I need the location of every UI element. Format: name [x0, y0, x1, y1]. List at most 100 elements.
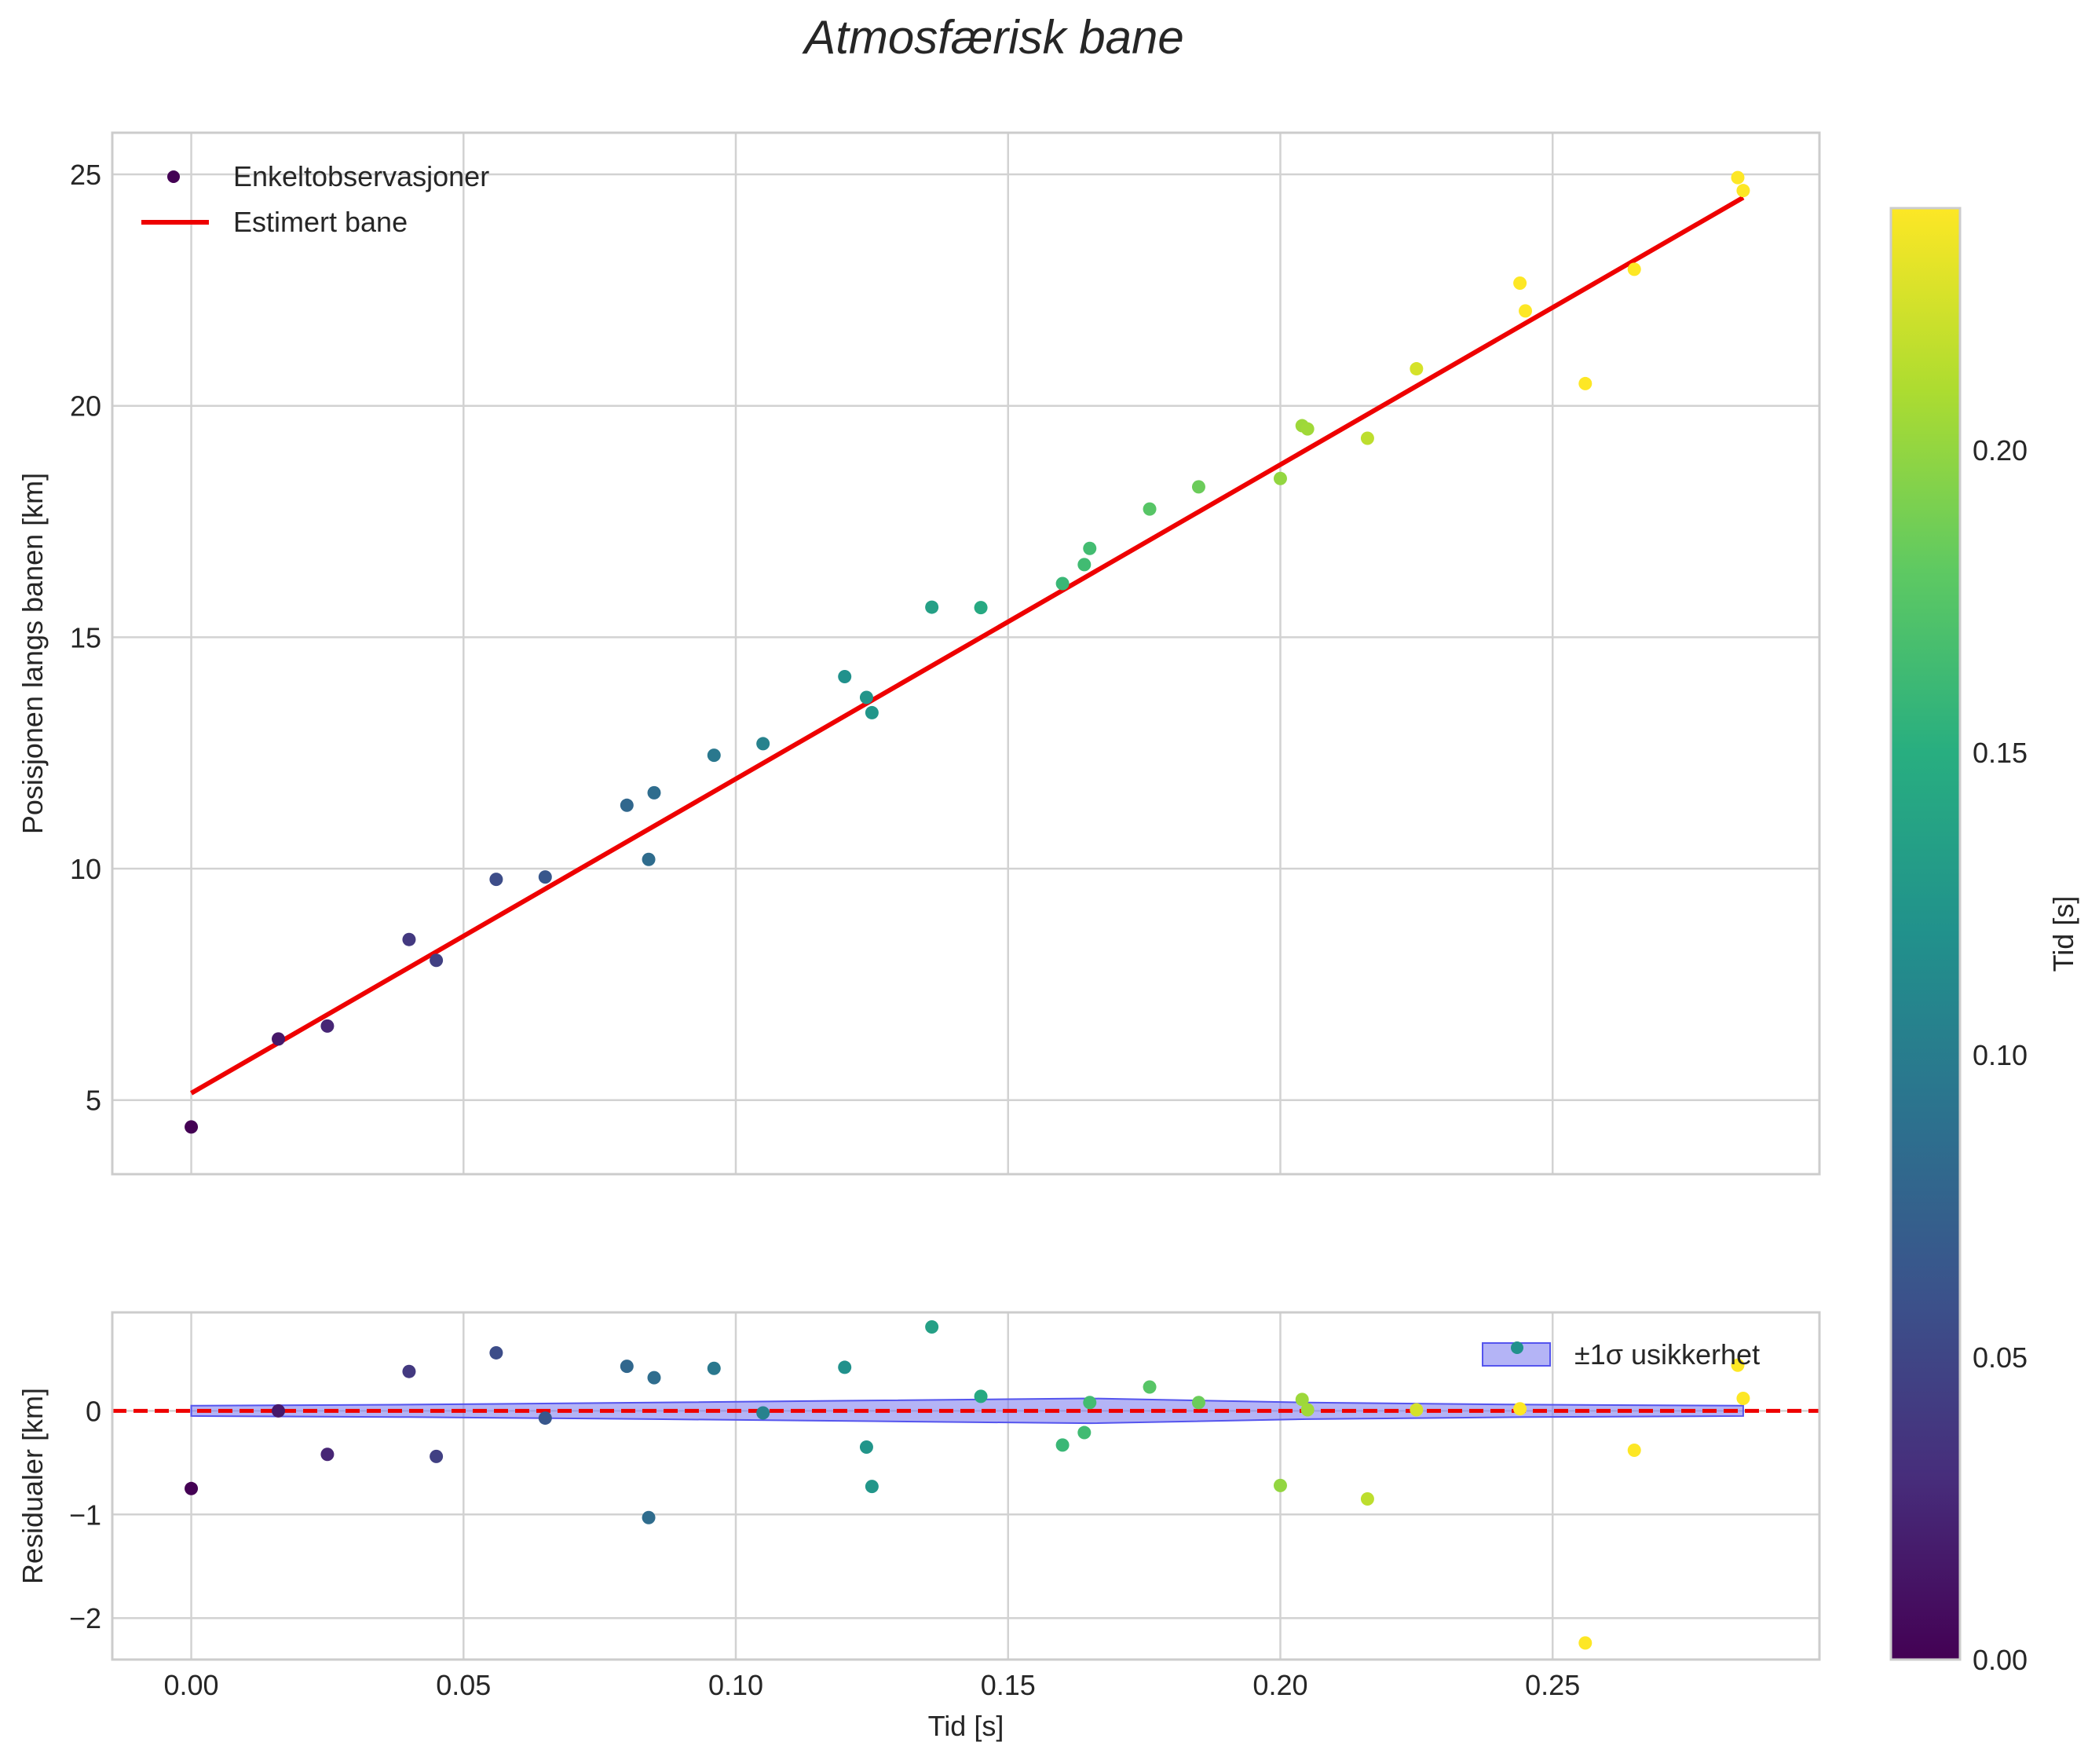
top-y-tick-label: 5: [86, 1085, 101, 1117]
chart-title: Atmosfærisk bane: [802, 11, 1184, 64]
top-panel-frame: [111, 131, 1821, 1176]
observation-point: [1273, 471, 1287, 485]
estimated-trajectory-line: [190, 195, 1745, 1096]
residual-point: [1736, 1392, 1750, 1406]
legend-band-point-marker: [1511, 1341, 1523, 1354]
residual-point: [1083, 1396, 1097, 1410]
residual-point: [620, 1360, 634, 1374]
observation-point: [1143, 502, 1157, 516]
residual-point: [707, 1361, 721, 1375]
colorbar-tick-label: 0.05: [1973, 1341, 2028, 1374]
bottom-panel-frame: [111, 1311, 1821, 1661]
observation-point: [1300, 422, 1315, 436]
residual-point: [1627, 1443, 1641, 1457]
observation-point: [1731, 170, 1745, 185]
observation-point: [620, 798, 634, 812]
residual-point: [1077, 1425, 1092, 1440]
x-tick-label: 0.05: [436, 1669, 491, 1701]
top-points-layer: [185, 170, 1750, 1134]
legend-line-label: Estimert bane: [233, 206, 408, 238]
observation-point: [1513, 276, 1527, 291]
colorbar-tick-labels: 0.00 0.05 0.10 0.15 0.20: [1973, 434, 2028, 1676]
x-tick-label: 0.00: [164, 1669, 219, 1701]
residual-point: [925, 1319, 939, 1334]
residual-point: [185, 1481, 199, 1495]
residual-point: [489, 1345, 503, 1360]
residual-point: [1273, 1478, 1287, 1492]
bottom-y-axis-label: Residualer [km]: [16, 1388, 49, 1584]
x-tick-label: 0.25: [1525, 1669, 1580, 1701]
residual-point: [1360, 1491, 1374, 1506]
colorbar: 0.00 0.05 0.10 0.15 0.20 Tid [s]: [1889, 207, 2079, 1676]
residual-point: [1143, 1380, 1157, 1394]
residual-point: [272, 1404, 286, 1418]
observation-point: [1578, 376, 1593, 390]
observation-point: [1077, 558, 1092, 572]
bottom-y-tick-labels: −2 −1 0: [69, 1395, 101, 1634]
residual-point: [1410, 1403, 1424, 1417]
legend-scatter-label: Enkeltobservasjoner: [233, 160, 489, 192]
residual-point: [642, 1510, 656, 1524]
observation-point: [707, 748, 721, 763]
top-gridlines: [112, 133, 1819, 1174]
colorbar-label: Tid [s]: [2047, 896, 2079, 972]
observation-point: [1736, 184, 1750, 198]
bottom-panel: −2 −1 0 0.00 0.05 0.10 0.15 0.20 0.25 Residuale…: [16, 1311, 1821, 1742]
residual-point: [1295, 1393, 1309, 1407]
bottom-gridlines: [112, 1312, 1819, 1660]
observation-point: [538, 870, 552, 884]
x-tick-label: 0.10: [708, 1669, 763, 1701]
x-axis-label: Tid [s]: [928, 1710, 1004, 1742]
residual-point: [1191, 1396, 1205, 1410]
observation-point: [1410, 362, 1424, 376]
residual-point: [859, 1440, 873, 1455]
observation-point: [1519, 304, 1533, 318]
bottom-y-tick-label: 0: [86, 1395, 101, 1427]
residual-point: [756, 1406, 770, 1420]
observation-point: [430, 953, 444, 968]
observation-point: [1083, 541, 1097, 555]
bottom-y-tick-label: −1: [69, 1499, 101, 1531]
observation-point: [185, 1120, 199, 1134]
observation-point: [925, 600, 939, 614]
observation-point: [642, 852, 656, 866]
residual-point: [1731, 1358, 1745, 1372]
observation-point: [838, 669, 852, 683]
bottom-y-tick-label: −2: [69, 1602, 101, 1634]
bottom-legend: ±1σ usikkerhet: [1482, 1338, 1760, 1371]
observation-point: [320, 1019, 335, 1033]
observation-point: [865, 705, 879, 719]
residual-point: [865, 1480, 879, 1494]
residual-point: [647, 1371, 661, 1385]
residual-point: [1055, 1438, 1070, 1452]
colorbar-tick-label: 0.20: [1973, 434, 2028, 467]
observation-point: [859, 690, 873, 705]
residual-point: [320, 1447, 335, 1462]
bottom-points-layer: [185, 1319, 1750, 1650]
observation-point: [1055, 576, 1070, 591]
observation-point: [489, 873, 503, 887]
observation-point: [756, 737, 770, 751]
observation-point: [974, 601, 988, 615]
residual-point: [838, 1360, 852, 1374]
residual-point: [1300, 1403, 1315, 1417]
top-y-tick-label: 10: [70, 853, 101, 885]
top-y-axis-label: Posisjonen langs banen [km]: [16, 473, 49, 834]
residual-point: [974, 1389, 988, 1404]
residual-point: [430, 1449, 444, 1463]
x-tick-label: 0.15: [981, 1669, 1036, 1701]
residual-point: [402, 1364, 416, 1378]
top-y-tick-label: 25: [70, 159, 101, 191]
residual-point: [1513, 1402, 1527, 1416]
legend-band-label: ±1σ usikkerhet: [1574, 1338, 1760, 1371]
colorbar-tick-label: 0.10: [1973, 1039, 2028, 1071]
top-legend: Enkeltobservasjoner Estimert bane: [141, 160, 489, 238]
top-fit-layer: [190, 195, 1745, 1096]
observation-point: [1627, 262, 1641, 276]
top-y-tick-label: 20: [70, 390, 101, 423]
top-y-tick-label: 15: [70, 621, 101, 653]
x-tick-labels: 0.00 0.05 0.10 0.15 0.20 0.25: [164, 1669, 1581, 1701]
observation-point: [647, 785, 661, 800]
colorbar-gradient: [1889, 207, 1962, 1661]
